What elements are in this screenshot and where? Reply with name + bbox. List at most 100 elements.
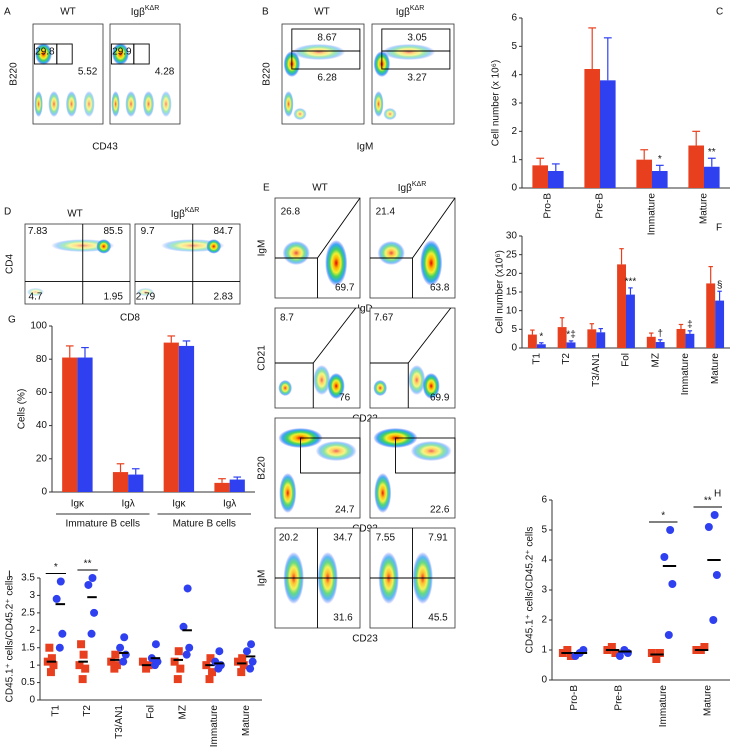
data-point	[45, 643, 54, 652]
y-tick-label: 30	[506, 231, 518, 242]
y-tick-label: 6	[541, 495, 547, 506]
data-point	[170, 657, 179, 666]
bar	[214, 482, 230, 492]
density-cloud	[373, 91, 384, 117]
gate-percent: 21.4	[376, 207, 396, 218]
y-axis-label: CD4	[5, 254, 16, 274]
significance-mark: **	[708, 147, 716, 158]
data-point	[647, 649, 656, 657]
x-axis-label: CD23	[352, 634, 378, 645]
density-cloud	[27, 288, 44, 296]
bar	[557, 327, 567, 348]
y-tick-label: 1.5	[21, 642, 35, 653]
data-point	[119, 657, 128, 666]
y-axis-label: B220	[9, 62, 20, 86]
y-tick-label: 5	[541, 525, 547, 536]
x-axis-label: CD8	[120, 313, 140, 324]
density-cloud	[279, 473, 297, 513]
density-cloud	[293, 108, 307, 120]
density-cloud	[420, 240, 443, 286]
bar	[128, 474, 144, 492]
x-axis-label: CD93	[352, 524, 378, 535]
gate-percent: 7.55	[376, 533, 396, 544]
y-axis-label: CD45.1⁺ cells/CD45.2⁺ cells	[525, 527, 536, 654]
data-point	[56, 577, 65, 586]
data-point	[710, 511, 719, 519]
y-tick-label: 0	[29, 695, 35, 706]
data-point	[211, 657, 220, 666]
y-tick-label: 4	[511, 69, 517, 80]
bar	[532, 165, 548, 188]
bar	[536, 344, 546, 348]
x-tick-label: T3/AN1	[114, 705, 125, 739]
x-tick-label: T3/AN1	[591, 353, 602, 387]
panel-letter: A	[4, 7, 11, 18]
data-point	[206, 654, 215, 663]
bar	[655, 342, 665, 348]
density-cloud	[373, 380, 388, 396]
data-point	[79, 650, 88, 659]
data-point	[84, 580, 93, 589]
density-cloud	[125, 91, 137, 117]
y-tick-label: 5	[511, 41, 517, 52]
genotype-label: WT	[312, 183, 328, 194]
bar	[548, 171, 564, 188]
gate-percent: 1.95	[103, 291, 123, 302]
gate	[300, 437, 361, 474]
data-point	[112, 661, 121, 670]
significance-mark: ***	[625, 277, 637, 288]
bar	[62, 357, 78, 492]
bar	[77, 357, 93, 492]
data-point	[704, 523, 713, 531]
genotype-label: WT	[314, 7, 330, 18]
data-point	[205, 675, 214, 684]
panel-letter: B	[262, 7, 269, 18]
bar	[600, 80, 616, 188]
genotype-sup: KΔR	[410, 5, 424, 12]
gate	[291, 50, 361, 70]
data-point	[666, 526, 675, 534]
gate-percent: 85.5	[103, 226, 123, 237]
gate-percent: 5.52	[78, 67, 98, 78]
y-tick-label: 3	[29, 590, 35, 601]
gate-percent: 7.67	[374, 313, 394, 324]
gate-percent: 45.5	[428, 613, 448, 624]
data-point	[176, 664, 185, 673]
panel-letter: D	[4, 207, 11, 218]
data-point	[709, 616, 718, 624]
data-point	[234, 657, 243, 666]
significance-mark: *‡	[566, 330, 575, 341]
genotype-base: Igβ	[171, 209, 185, 220]
gate-percent: 8.67	[317, 33, 337, 44]
gate-percent: 69.9	[430, 393, 450, 404]
significance-mark: *	[54, 562, 58, 573]
bar	[527, 334, 537, 348]
x-tick-label: Pre-B	[613, 685, 624, 711]
density-cloud	[48, 91, 60, 117]
data-point	[566, 652, 575, 660]
bar	[596, 332, 606, 348]
y-axis-label: Cell number (x 10⁶)	[491, 60, 502, 146]
y-tick-label: 3.5	[21, 573, 35, 584]
density-cloud	[35, 43, 52, 65]
gate-percent: 20.2	[279, 533, 299, 544]
density-cloud	[383, 108, 397, 120]
bar	[706, 283, 716, 348]
panel-letter: H	[714, 489, 721, 500]
density-cloud	[65, 91, 78, 117]
density-cloud	[282, 241, 310, 265]
panel-letter: C	[716, 7, 723, 18]
density-cloud	[410, 441, 452, 461]
gate-percent: 7.91	[428, 533, 448, 544]
bar	[626, 294, 635, 348]
x-tick-label: T2	[561, 353, 572, 365]
y-axis-label: IgM	[257, 240, 268, 257]
bar	[646, 336, 656, 348]
y-tick-label: 5	[511, 324, 517, 335]
bar	[652, 171, 668, 188]
density-cloud	[160, 91, 172, 117]
y-tick-label: 1	[29, 660, 35, 671]
y-tick-label: 2.5	[21, 607, 35, 618]
genotype-base: Igβ	[396, 7, 410, 18]
genotype-label: IgβKΔR	[398, 181, 427, 194]
